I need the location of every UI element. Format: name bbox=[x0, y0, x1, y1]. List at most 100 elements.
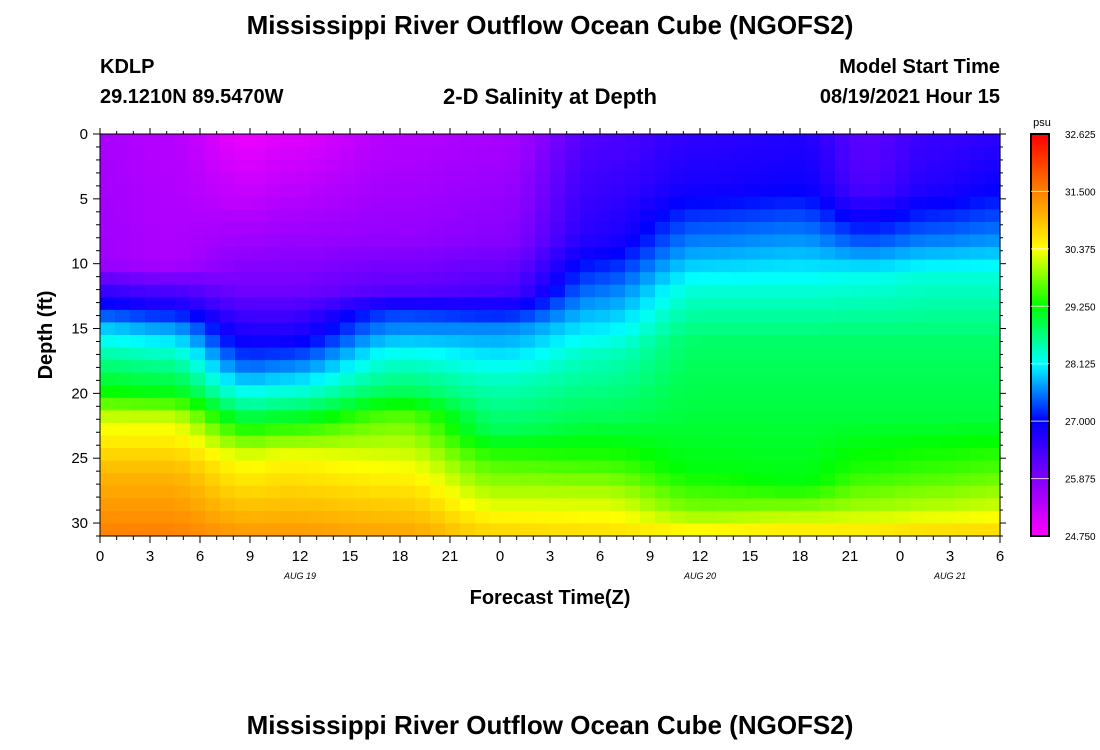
heatmap-cell bbox=[715, 385, 731, 399]
heatmap-cell bbox=[880, 397, 896, 411]
heatmap-cell bbox=[415, 184, 431, 198]
heatmap-cell bbox=[565, 485, 581, 499]
heatmap-cell bbox=[145, 347, 161, 361]
heatmap-cell bbox=[760, 221, 776, 236]
heatmap-cell bbox=[265, 159, 281, 173]
heatmap-cell bbox=[115, 322, 131, 336]
heatmap-cell bbox=[595, 448, 611, 462]
heatmap-cell bbox=[130, 196, 146, 210]
heatmap-cell bbox=[355, 284, 371, 298]
heatmap-cell bbox=[100, 347, 116, 361]
heatmap-cell bbox=[985, 146, 1001, 160]
heatmap-cell bbox=[340, 209, 356, 223]
heatmap-cell bbox=[730, 234, 746, 248]
colorbar: psu 32.62531.50030.37529.25028.12527.000… bbox=[1030, 117, 1096, 543]
heatmap-cell bbox=[130, 272, 146, 286]
heatmap-cell bbox=[685, 259, 701, 273]
heatmap-cell bbox=[595, 134, 611, 148]
heatmap-cell bbox=[865, 410, 881, 424]
heatmap-cell bbox=[100, 284, 116, 298]
heatmap-cell bbox=[760, 460, 776, 474]
heatmap-cell bbox=[595, 460, 611, 474]
heatmap-cell bbox=[865, 146, 881, 160]
heatmap-cell bbox=[280, 322, 296, 336]
heatmap-cell bbox=[385, 485, 401, 499]
heatmap-cell bbox=[205, 473, 221, 487]
heatmap-cell bbox=[505, 234, 521, 248]
heatmap-cell bbox=[985, 259, 1001, 273]
heatmap-cell bbox=[160, 485, 176, 499]
heatmap-cell bbox=[130, 460, 146, 474]
heatmap-cell bbox=[115, 234, 131, 248]
heatmap-cell bbox=[580, 259, 596, 273]
heatmap-cell bbox=[265, 146, 281, 160]
heatmap-cell bbox=[535, 284, 551, 298]
heatmap-cell bbox=[760, 196, 776, 210]
heatmap-cell bbox=[910, 247, 926, 261]
x-tick-label: 12 bbox=[292, 548, 309, 565]
heatmap-cell bbox=[385, 422, 401, 437]
heatmap-cell bbox=[445, 171, 461, 185]
heatmap-cell bbox=[580, 485, 596, 499]
heatmap-cell bbox=[505, 184, 521, 198]
heatmap-cell bbox=[670, 272, 686, 286]
heatmap-cell bbox=[205, 247, 221, 261]
heatmap-cell bbox=[670, 422, 686, 437]
heatmap-cell bbox=[190, 435, 206, 449]
x-tick-label: 3 bbox=[546, 548, 554, 565]
heatmap-cell bbox=[610, 460, 626, 474]
heatmap-cell bbox=[595, 523, 611, 537]
heatmap-cell bbox=[265, 335, 281, 349]
heatmap-cell bbox=[820, 134, 836, 148]
heatmap-cell bbox=[460, 397, 476, 411]
heatmap-cell bbox=[130, 435, 146, 449]
heatmap-cell bbox=[805, 422, 821, 437]
heatmap-cell bbox=[670, 247, 686, 261]
heatmap-cell bbox=[115, 473, 131, 487]
heatmap-cell bbox=[715, 448, 731, 462]
heatmap-cell bbox=[505, 297, 521, 311]
heatmap-cell bbox=[130, 360, 146, 374]
heatmap-cell bbox=[580, 385, 596, 399]
heatmap-cell bbox=[190, 473, 206, 487]
heatmap-cell bbox=[325, 335, 341, 349]
heatmap-cell bbox=[355, 510, 371, 525]
heatmap-cell bbox=[895, 184, 911, 198]
heatmap-cell bbox=[370, 372, 386, 386]
heatmap-cell bbox=[475, 297, 491, 311]
heatmap-cell bbox=[370, 309, 386, 324]
heatmap-cell bbox=[850, 523, 866, 537]
heatmap-cell bbox=[805, 372, 821, 386]
y-tick-label: 0 bbox=[80, 126, 88, 143]
heatmap-cell bbox=[160, 523, 176, 537]
heatmap-cell bbox=[970, 134, 986, 148]
heatmap-cell bbox=[130, 221, 146, 236]
heatmap-cell bbox=[790, 335, 806, 349]
heatmap-cell bbox=[385, 372, 401, 386]
heatmap-cell bbox=[325, 159, 341, 173]
heatmap-cell bbox=[400, 247, 416, 261]
heatmap-cell bbox=[520, 272, 536, 286]
heatmap-cell bbox=[550, 284, 566, 298]
heatmap-cell bbox=[820, 309, 836, 324]
heatmap-cell bbox=[730, 247, 746, 261]
heatmap-cell bbox=[685, 448, 701, 462]
heatmap-cell bbox=[925, 184, 941, 198]
heatmap-cell bbox=[175, 347, 191, 361]
heatmap-cell bbox=[835, 473, 851, 487]
heatmap-cell bbox=[205, 397, 221, 411]
heatmap-cell bbox=[295, 284, 311, 298]
heatmap-cell bbox=[625, 171, 641, 185]
heatmap-cell bbox=[415, 473, 431, 487]
heatmap-cell bbox=[385, 397, 401, 411]
heatmap-cell bbox=[670, 523, 686, 537]
heatmap-cell bbox=[580, 397, 596, 411]
heatmap-cell bbox=[355, 171, 371, 185]
heatmap-cell bbox=[235, 385, 251, 399]
heatmap-cell bbox=[235, 360, 251, 374]
heatmap-cell bbox=[865, 221, 881, 236]
heatmap-cell bbox=[760, 247, 776, 261]
heatmap-cell bbox=[895, 309, 911, 324]
heatmap-cell bbox=[190, 209, 206, 223]
heatmap-cell bbox=[115, 385, 131, 399]
